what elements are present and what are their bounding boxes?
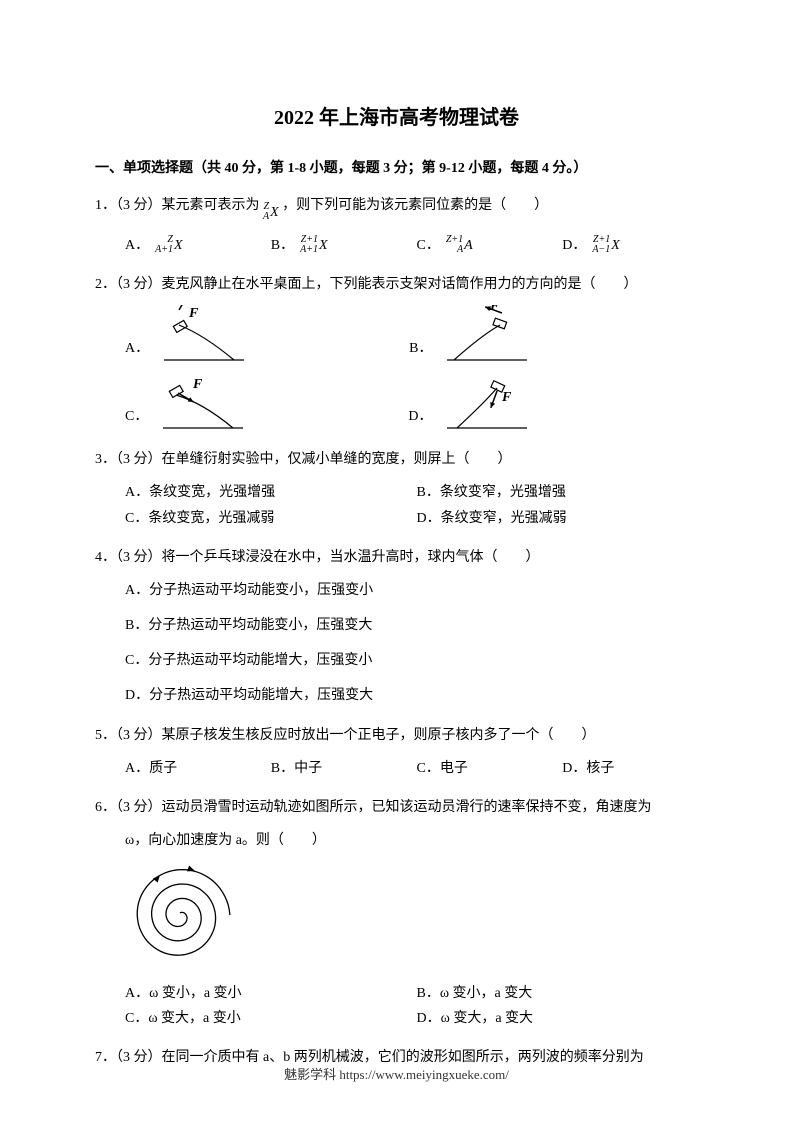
q3-choice-b: B．条纹变窄，光强增强 <box>417 480 699 505</box>
section-header: 一、单项选择题（共 40 分，第 1-8 小题，每题 3 分；第 9-12 小题… <box>95 156 698 181</box>
q1-choice-b: B． Z+1 A+1 X <box>271 233 407 258</box>
q5-choice-d: D．核子 <box>562 756 698 781</box>
q3-choice-d: D．条纹变窄，光强减弱 <box>417 506 699 531</box>
q1-choices: A． Z A+1 X B． Z+1 A+1 X C． <box>95 233 698 258</box>
q1-choice-c: C． Z+1 A A <box>417 233 553 258</box>
q6-choice-d: D．ω 变大，a 变大 <box>417 1006 699 1031</box>
question-2: 2．（3 分）麦克风静止在水平桌面上，下列能表示支架对话筒作用力的方向的是（ ）… <box>95 272 698 433</box>
q6-choice-b: B．ω 变小，a 变大 <box>417 981 699 1006</box>
q4-choice-b: B．分子热运动平均动能变小，压强变大 <box>95 613 698 638</box>
q2-choice-c: C． F <box>125 373 248 433</box>
question-3: 3．（3 分）在单缝衍射实验中，仅减小单缝的宽度，则屏上（ ） A．条纹变宽，光… <box>95 447 698 531</box>
mic-diagram-d-icon: F <box>442 373 532 433</box>
exam-title: 2022 年上海市高考物理试卷 <box>95 100 698 136</box>
q6-text2: ω，向心加速度为 a。则（ ） <box>95 828 698 853</box>
q6-text1: 6．（3 分）运动员滑雪时运动轨迹如图所示，已知该运动员滑行的速率保持不变，角速… <box>95 795 698 820</box>
mic-diagram-a-icon: F <box>159 305 249 365</box>
q3-choice-c: C．条纹变宽，光强减弱 <box>125 506 407 531</box>
question-1: 1．（3 分）某元素可表示为 Z A X ，则下列可能为该元素同位素的是（ ） … <box>95 193 698 258</box>
q3-text: 3．（3 分）在单缝衍射实验中，仅减小单缝的宽度，则屏上（ ） <box>95 447 698 472</box>
q3-choice-a: A．条纹变宽，光强增强 <box>125 480 407 505</box>
q2-text: 2．（3 分）麦克风静止在水平桌面上，下列能表示支架对话筒作用力的方向的是（ ） <box>95 272 698 297</box>
spiral-diagram-icon <box>125 861 235 961</box>
q4-choice-c: C．分子热运动平均动能增大，压强变小 <box>95 648 698 673</box>
q5-text: 5．（3 分）某原子核发生核反应时放出一个正电子，则原子核内多了一个（ ） <box>95 723 698 748</box>
svg-text:F: F <box>188 306 199 321</box>
q2-choice-a: A． F <box>125 305 249 365</box>
q2-choice-b: B． F <box>409 305 532 365</box>
q1-choice-a: A． Z A+1 X <box>125 233 261 258</box>
q5-choice-c: C．电子 <box>417 756 553 781</box>
mic-diagram-b-icon: F <box>442 305 532 365</box>
q5-choice-b: B．中子 <box>271 756 407 781</box>
q5-choice-a: A．质子 <box>125 756 261 781</box>
mic-diagram-c-icon: F <box>158 373 248 433</box>
q1-choice-d: D． Z+1 A−1 X <box>562 233 698 258</box>
svg-text:F: F <box>192 377 203 392</box>
q4-choice-d: D．分子热运动平均动能增大，压强变大 <box>95 683 698 708</box>
q6-choice-a: A．ω 变小，a 变小 <box>125 981 407 1006</box>
svg-text:F: F <box>489 305 500 314</box>
svg-text:F: F <box>501 390 512 405</box>
question-6: 6．（3 分）运动员滑雪时运动轨迹如图所示，已知该运动员滑行的速率保持不变，角速… <box>95 795 698 1031</box>
q2-choice-d: D． F <box>408 373 532 433</box>
footer-text: 魅影学科 https://www.meiyingxueke.com/ <box>0 1063 793 1086</box>
q6-choice-c: C．ω 变大，a 变小 <box>125 1006 407 1031</box>
q1-text: 1．（3 分）某元素可表示为 Z A X ，则下列可能为该元素同位素的是（ ） <box>95 193 698 225</box>
q4-text: 4．（3 分）将一个乒乓球浸没在水中，当水温升高时，球内气体（ ） <box>95 545 698 570</box>
question-4: 4．（3 分）将一个乒乓球浸没在水中，当水温升高时，球内气体（ ） A．分子热运… <box>95 545 698 709</box>
q4-choice-a: A．分子热运动平均动能变小，压强变小 <box>95 578 698 603</box>
question-5: 5．（3 分）某原子核发生核反应时放出一个正电子，则原子核内多了一个（ ） A．… <box>95 723 698 781</box>
